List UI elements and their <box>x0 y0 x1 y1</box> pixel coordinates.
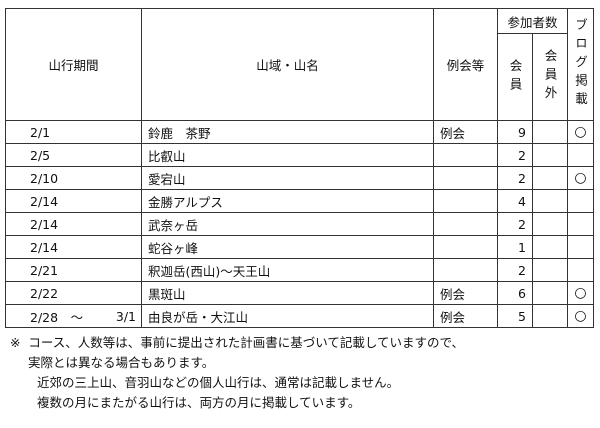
table-row: 2/28 ～ 3/1 由良が岳・大江山 例会 5 ○ <box>5 304 594 328</box>
cell-blog: ○ <box>567 166 594 190</box>
header-event-type: 例会等 <box>433 8 498 121</box>
cell-members: 2 <box>497 212 533 236</box>
header-area-name: 山域・山名 <box>141 8 434 121</box>
cell-members: 5 <box>497 304 533 328</box>
date-start: 2/1 <box>30 124 51 140</box>
table-row: 2/14 金勝アルプス 4 <box>5 189 594 213</box>
cell-event-type <box>433 189 498 213</box>
cell-date: 2/14 <box>5 189 142 213</box>
date-start: 2/5 <box>30 147 51 163</box>
cell-blog: ○ <box>567 304 594 328</box>
date-start: 2/10 <box>30 170 59 186</box>
cell-date: 2/28 ～ 3/1 <box>5 304 142 328</box>
cell-blog <box>567 235 594 259</box>
header-members: 会員 <box>497 33 533 121</box>
note-line: 実際とは異なる場合もあります。 <box>28 355 215 370</box>
table-row: 2/5 比叡山 2 <box>5 143 594 167</box>
cell-blog <box>567 258 594 282</box>
date-end: 3/1 <box>115 309 136 324</box>
cell-blog: ○ <box>567 120 594 144</box>
cell-blog <box>567 189 594 213</box>
cell-event-type: 例会 <box>433 281 498 305</box>
cell-area-name: 黒斑山 <box>141 281 434 305</box>
cell-non-members <box>532 235 568 259</box>
cell-area-name: 由良が岳・大江山 <box>141 304 434 328</box>
cell-blog <box>567 212 594 236</box>
note-line: 近郊の三上山、音羽山などの個人山行は、通常は記載しません。 <box>37 375 400 390</box>
header-participants: 参加者数 <box>497 8 568 34</box>
cell-area-name: 鈴鹿 茶野 <box>141 120 434 144</box>
cell-date: 2/14 <box>5 212 142 236</box>
cell-blog: ○ <box>567 281 594 305</box>
cell-blog <box>567 143 594 167</box>
cell-members: 2 <box>497 166 533 190</box>
cell-members: 2 <box>497 258 533 282</box>
cell-date: 2/10 <box>5 166 142 190</box>
cell-date: 2/21 <box>5 258 142 282</box>
table-row: 2/14 蛇谷ヶ峰 1 <box>5 235 594 259</box>
cell-members: 9 <box>497 120 533 144</box>
date-start: 2/22 <box>30 285 59 301</box>
notes: ※ コース、人数等は、事前に提出された計画書に基づいて記載していますので、 実際… <box>0 333 464 413</box>
date-start: 2/14 <box>30 193 59 209</box>
cell-members: 6 <box>497 281 533 305</box>
cell-event-type: 例会 <box>433 120 498 144</box>
header-members-label: 会員 <box>507 58 523 96</box>
cell-event-type <box>433 258 498 282</box>
table-row: 2/21 釈迦岳(西山)～天王山 2 <box>5 258 594 282</box>
cell-non-members <box>532 212 568 236</box>
cell-area-name: 釈迦岳(西山)～天王山 <box>141 258 434 282</box>
cell-members: 1 <box>497 235 533 259</box>
cell-area-name: 蛇谷ヶ峰 <box>141 235 434 259</box>
cell-non-members <box>532 143 568 167</box>
note-line: ※ コース、人数等は、事前に提出された計画書に基づいて記載していますので、 <box>10 335 465 350</box>
date-start: 2/28 ～ <box>30 309 84 325</box>
cell-date: 2/1 <box>5 120 142 144</box>
date-start: 2/14 <box>30 216 59 232</box>
header-non-members-label: 会員外 <box>542 49 558 105</box>
cell-members: 2 <box>497 143 533 167</box>
mountain-trip-table: 山行期間 山域・山名 例会等 参加者数 ブログ掲載 会員 会員外 2/1 鈴鹿 … <box>5 8 594 328</box>
cell-event-type <box>433 143 498 167</box>
cell-area-name: 武奈ヶ岳 <box>141 212 434 236</box>
cell-non-members <box>532 281 568 305</box>
cell-area-name: 金勝アルプス <box>141 189 434 213</box>
cell-date: 2/22 <box>5 281 142 305</box>
cell-non-members <box>532 258 568 282</box>
table-row: 2/1 鈴鹿 茶野 例会 9 ○ <box>5 120 594 144</box>
cell-non-members <box>532 120 568 144</box>
table-row: 2/22 黒斑山 例会 6 ○ <box>5 281 594 305</box>
header-blog: ブログ掲載 <box>567 8 594 121</box>
cell-date: 2/14 <box>5 235 142 259</box>
cell-event-type: 例会 <box>433 304 498 328</box>
cell-area-name: 愛宕山 <box>141 166 434 190</box>
cell-members: 4 <box>497 189 533 213</box>
date-start: 2/14 <box>30 239 59 255</box>
table-row: 2/14 武奈ヶ岳 2 <box>5 212 594 236</box>
cell-non-members <box>532 189 568 213</box>
cell-event-type <box>433 235 498 259</box>
cell-non-members <box>532 304 568 328</box>
header-blog-label: ブログ掲載 <box>573 18 588 111</box>
cell-non-members <box>532 166 568 190</box>
table-row: 2/10 愛宕山 2 ○ <box>5 166 594 190</box>
header-period: 山行期間 <box>5 8 142 121</box>
cell-event-type <box>433 166 498 190</box>
cell-area-name: 比叡山 <box>141 143 434 167</box>
cell-date: 2/5 <box>5 143 142 167</box>
header-non-members: 会員外 <box>532 33 568 121</box>
date-start: 2/21 <box>30 262 59 278</box>
cell-event-type <box>433 212 498 236</box>
note-line: 複数の月にまたがる山行は、両方の月に掲載しています。 <box>37 395 361 410</box>
